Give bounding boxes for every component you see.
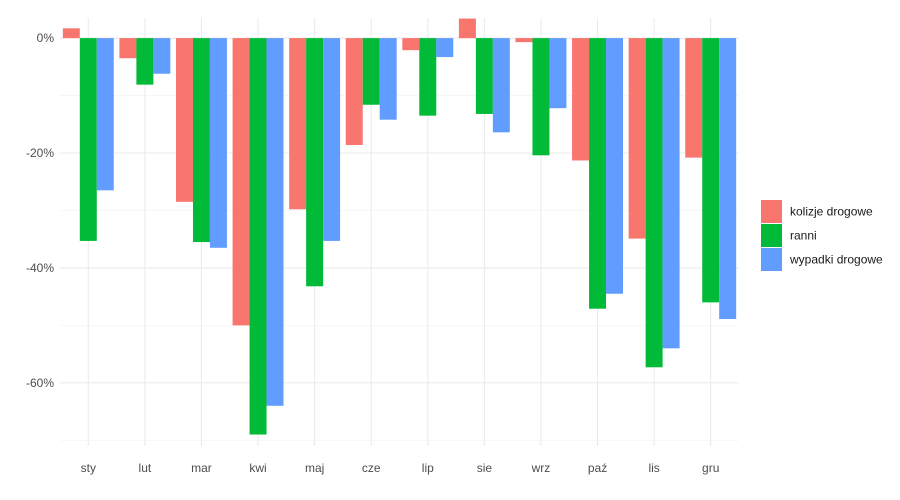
x-tick-label: lis: [648, 461, 659, 475]
bar: [532, 38, 550, 156]
bar: [685, 38, 703, 158]
x-tick-label: kwi: [249, 461, 266, 475]
x-tick-label: lut: [139, 461, 152, 475]
bar: [96, 38, 114, 191]
bar: [589, 38, 607, 309]
bar: [458, 18, 476, 39]
bar: [572, 38, 590, 161]
bar: [719, 38, 737, 320]
bar: [306, 38, 324, 287]
y-tick-label: -60%: [26, 376, 54, 390]
bar: [249, 38, 267, 435]
bar: [175, 38, 193, 202]
y-tick-label: -40%: [26, 261, 54, 275]
bars-layer: [62, 18, 737, 435]
bar: [232, 38, 250, 326]
legend: kolizje drogowe ranni wypadki drogowe: [761, 200, 883, 271]
legend-key: [761, 248, 782, 271]
bar: [79, 38, 97, 241]
x-tick-label: wrz: [531, 461, 551, 475]
x-tick-label: cze: [362, 461, 381, 475]
legend-label: kolizje drogowe: [790, 205, 873, 219]
y-tick-label: 0%: [37, 31, 55, 45]
bar: [153, 38, 171, 74]
bar: [662, 38, 680, 349]
x-tick-label: maj: [305, 461, 324, 475]
bar: [515, 38, 533, 43]
bar: [345, 38, 363, 145]
bar: [419, 38, 437, 116]
bar: [62, 28, 80, 39]
bar: [266, 38, 284, 406]
bar: [436, 38, 454, 58]
y-tick-label: -20%: [26, 146, 54, 160]
bar: [323, 38, 341, 241]
bar: [362, 38, 380, 105]
bar: [475, 38, 493, 114]
bar: [628, 38, 646, 239]
x-tick-label: sty: [81, 461, 96, 475]
x-tick-label: sie: [477, 461, 493, 475]
x-tick-label: lip: [422, 461, 434, 475]
bar: [289, 38, 307, 210]
bar: [702, 38, 720, 303]
x-tick-label: mar: [191, 461, 212, 475]
bar: [119, 38, 137, 59]
legend-label: ranni: [790, 229, 817, 243]
legend-key: [761, 224, 782, 247]
bar: [492, 38, 510, 133]
legend-label: wypadki drogowe: [789, 253, 883, 267]
x-tick-label: paź: [588, 461, 607, 475]
bar: [402, 38, 420, 51]
bar: [549, 38, 567, 109]
bar: [209, 38, 227, 248]
legend-key: [761, 200, 782, 223]
bar: [606, 38, 624, 294]
bar: [379, 38, 397, 120]
bar: [136, 38, 154, 85]
bar: [192, 38, 210, 243]
bar: [645, 38, 663, 368]
x-tick-label: gru: [702, 461, 719, 475]
axis-layer: 0% -20% -40% -60% sty lut mar kwi maj cze lip sie wr…: [26, 31, 719, 475]
